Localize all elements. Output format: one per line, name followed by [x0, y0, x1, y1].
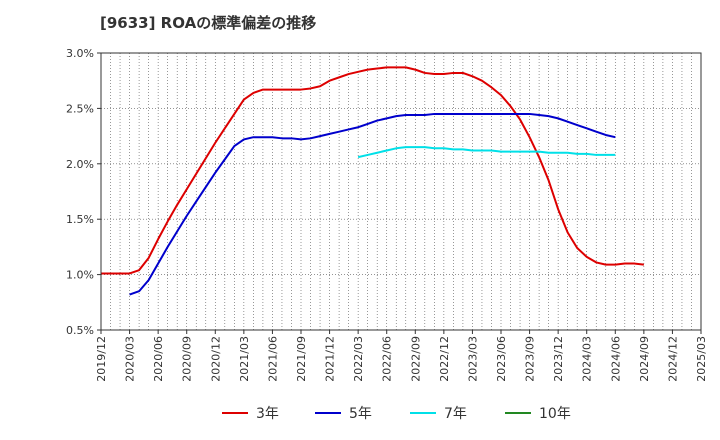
y-tick-label: 2.0%: [66, 158, 94, 171]
x-tick-label: 2022/06: [381, 336, 394, 382]
x-tick-label: 2021/06: [266, 336, 279, 382]
x-tick-label: 2021/12: [324, 336, 337, 382]
series-lines: [101, 66, 644, 296]
x-tick-label: 2022/03: [352, 336, 365, 382]
x-tick-label: 2024/06: [609, 336, 622, 382]
legend-swatch: [410, 412, 436, 414]
y-axis: 0.5% 1.0% 1.5% 2.0% 2.5% 3.0%: [66, 47, 101, 337]
x-tick-label: 2022/09: [409, 336, 422, 382]
y-tick-label: 1.5%: [66, 213, 94, 226]
chart-title: [9633] ROAの標準偏差の推移: [100, 14, 317, 32]
x-tick-label: 2024/09: [638, 336, 651, 382]
x-tick-label: 2021/03: [238, 336, 251, 382]
x-tick-label: 2020/09: [181, 336, 194, 382]
x-tick-label: 2023/09: [524, 336, 537, 382]
legend-item: 10年: [505, 403, 571, 423]
legend: 3年 5年 7年 10年: [0, 403, 720, 427]
x-tick-label: 2020/06: [152, 336, 165, 382]
plot-frame: [100, 52, 702, 331]
legend-item: 7年: [410, 403, 467, 423]
legend-swatch: [315, 412, 341, 414]
legend-swatch: [222, 412, 248, 414]
legend-swatch: [505, 412, 531, 414]
legend-label: 10年: [539, 406, 571, 422]
series-line-7年: [357, 146, 616, 159]
legend-label: 7年: [444, 406, 467, 422]
x-tick-label: 2022/12: [438, 336, 451, 382]
grid: [101, 53, 701, 330]
y-tick-label: 1.0%: [66, 269, 94, 282]
legend-item: 3年: [222, 403, 279, 423]
y-tick-label: 3.0%: [66, 47, 94, 60]
plot-area: 0.5%1.0%1.5%2.0%2.5%3.0% 2019/12 2020/03 2…: [66, 47, 708, 382]
y-tick-label: 2.5%: [66, 102, 94, 115]
x-tick-label: 2024/03: [581, 336, 594, 382]
x-tick-label: 2023/03: [466, 336, 479, 382]
legend-label: 5年: [349, 406, 372, 422]
legend-item: 5年: [315, 403, 372, 423]
y-tick-label: 0.5%: [66, 324, 94, 337]
x-tick-label: 2020/03: [124, 336, 137, 382]
x-tick-label: 2023/12: [552, 336, 565, 382]
series-line-3年: [101, 66, 644, 275]
x-tick-label: 2019/12: [95, 336, 108, 382]
x-tick-label: 2021/09: [295, 336, 308, 382]
x-tick-label: 2025/03: [695, 336, 708, 382]
x-tick-label: 2020/12: [209, 336, 222, 382]
x-axis: 2019/12 2020/03 2020/06 2020/09 2020/12 2021/…: [95, 330, 708, 382]
x-tick-label: 2024/12: [666, 336, 679, 382]
legend-label: 3年: [256, 406, 279, 422]
x-tick-label: 2023/06: [495, 336, 508, 382]
series-line-5年: [129, 112, 616, 296]
